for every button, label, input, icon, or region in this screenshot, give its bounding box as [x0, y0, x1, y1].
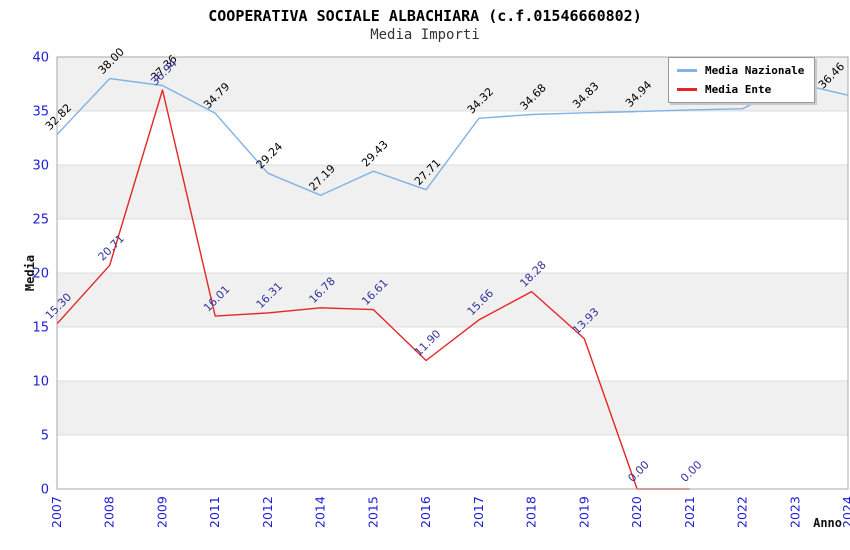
- x-tick-label: 2015: [365, 496, 380, 528]
- x-tick-label: 2021: [682, 496, 697, 528]
- y-tick-label: 5: [41, 429, 49, 444]
- chart-title: COOPERATIVA SOCIALE ALBACHIARA (c.f.0154…: [208, 7, 642, 25]
- y-tick-label: 0: [41, 483, 49, 498]
- x-tick-label: 2007: [49, 496, 64, 528]
- plot-band: [57, 111, 848, 165]
- legend-line-icon: [677, 69, 697, 72]
- series-line-ente: [56, 89, 690, 490]
- x-tick-label: 2014: [313, 496, 328, 528]
- legend-label: Media Nazionale: [705, 64, 805, 77]
- y-tick-label: 20: [32, 267, 49, 282]
- legend-entry: Media Nazionale: [677, 64, 804, 77]
- x-tick-label: 2022: [735, 496, 750, 528]
- x-tick-label: 2024: [840, 496, 850, 528]
- x-tick-label: 2008: [102, 496, 117, 528]
- plot-band: [57, 219, 848, 273]
- legend-label: Media Ente: [705, 83, 772, 96]
- chart-subtitle: Media Importi: [370, 27, 480, 43]
- plot-border: [56, 56, 849, 490]
- series-line-nazionale: [56, 77, 849, 197]
- x-tick-label: 2018: [524, 496, 539, 528]
- x-tick-label: 2011: [207, 496, 222, 528]
- plot-band: [57, 273, 848, 327]
- x-tick-label: 2009: [154, 496, 169, 528]
- x-tick-label: 2016: [418, 496, 433, 528]
- y-tick-label: 25: [32, 213, 49, 228]
- x-tick-label: 2017: [471, 496, 486, 528]
- x-tick-label: 2020: [629, 496, 644, 528]
- y-tick-label: 35: [32, 105, 49, 120]
- x-tick-label: 2023: [787, 496, 802, 528]
- plot-band: [57, 165, 848, 219]
- x-tick-label: 2019: [576, 496, 591, 528]
- legend-box: Media Nazionale Media Ente: [668, 57, 816, 103]
- y-tick-label: 40: [32, 51, 49, 66]
- y-tick-label: 30: [32, 159, 49, 174]
- y-axis-title: Media: [23, 254, 37, 292]
- legend-entry: Media Ente: [677, 83, 804, 96]
- y-tick-label: 15: [32, 321, 49, 336]
- x-axis-title: Anno: [813, 516, 842, 530]
- plot-band: [57, 381, 848, 435]
- plot-band: [57, 327, 848, 381]
- x-tick-label: 2012: [260, 496, 275, 528]
- y-tick-label: 10: [32, 375, 49, 390]
- plot-band: [57, 435, 848, 489]
- legend-line-icon: [677, 88, 697, 91]
